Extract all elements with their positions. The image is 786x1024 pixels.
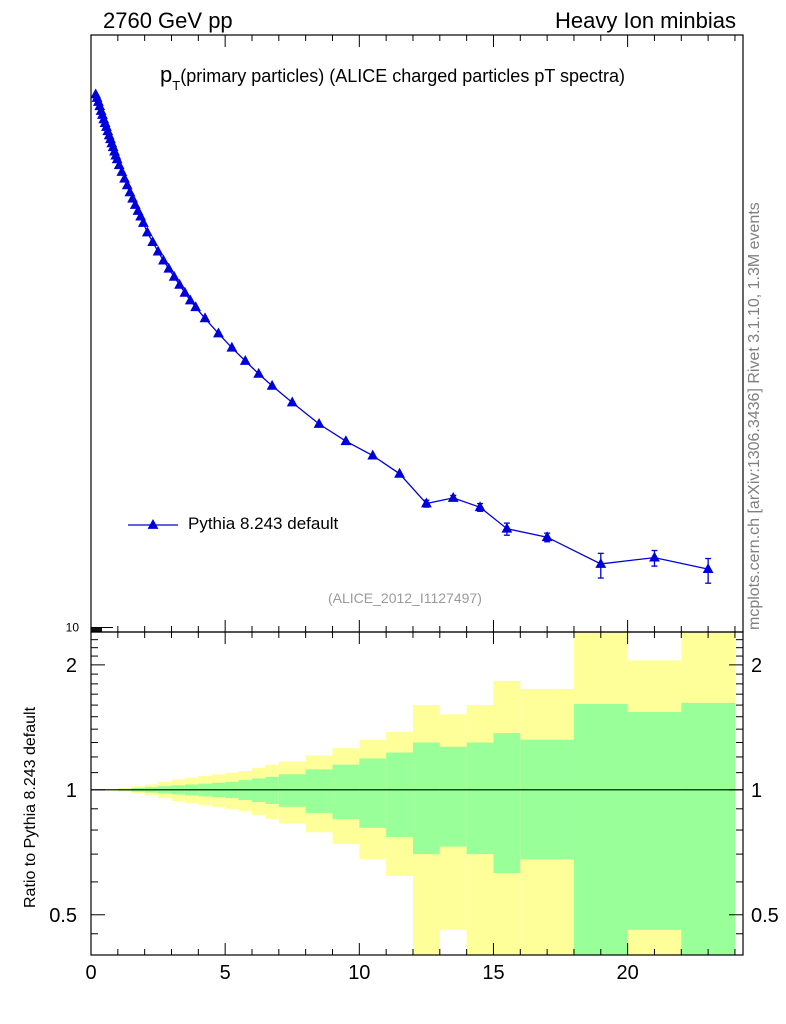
ratio-y-tick-label-left: 0.5 [49, 905, 77, 927]
data-point [174, 278, 185, 289]
band-inner-bin [573, 703, 628, 955]
header-energy: 2760 GeV pp [103, 8, 233, 33]
band-inner-bin [493, 733, 521, 874]
data-point [137, 216, 149, 227]
x-tick-label: 5 [220, 962, 231, 984]
data-point [147, 236, 159, 246]
data-point [702, 563, 714, 574]
data-point [501, 522, 513, 533]
data-point [163, 262, 175, 273]
band-inner-bin [466, 742, 494, 855]
x-tick-label: 15 [482, 962, 504, 984]
data-point [447, 491, 459, 502]
title-subscript: T [172, 78, 181, 93]
data-point [179, 286, 191, 297]
band-inner-bin [520, 739, 574, 860]
axes: 0 5 10 15 20 10 0.5 0.5 1 1 2 2 [49, 34, 779, 984]
main-frame [90, 34, 744, 633]
data-point [168, 270, 180, 281]
data-point [213, 327, 224, 338]
data-point [239, 354, 251, 365]
ratio-ylabel: Ratio to Pythia 8.243 default [22, 706, 39, 908]
band-inner-bin [278, 774, 306, 807]
data-point [253, 367, 265, 378]
side-label: mcplots.cern.ch [arXiv:1306.3436] Rivet … [746, 202, 763, 630]
ratio-y-tick-label-right: 1 [751, 780, 762, 802]
header-process: Heavy Ion minbias [555, 8, 736, 33]
ratio-y-tick-label-right: 0.5 [751, 905, 779, 927]
data-point [474, 501, 486, 512]
plot-title: pT(primary particles) (ALICE charged par… [160, 62, 626, 93]
ratio-y-tick-label-left: 2 [66, 655, 77, 677]
data-point [266, 379, 278, 390]
title-main: p [160, 62, 173, 87]
data-point [286, 396, 298, 407]
data-point [313, 417, 325, 428]
data-point [420, 497, 432, 508]
legend-marker [147, 519, 159, 529]
data-point [184, 294, 196, 305]
ratio-frame [90, 631, 744, 956]
data-point [367, 449, 379, 460]
data-point [649, 551, 660, 562]
band-inner-bin [332, 764, 360, 820]
data-point [595, 557, 607, 568]
band-inner-bin [439, 746, 467, 847]
data-point [226, 341, 238, 352]
mc-curve [90, 88, 714, 584]
band-inner-bin [627, 711, 682, 930]
data-point [541, 531, 553, 542]
mc-line [95, 94, 709, 570]
ratio-y-tick-label-right: 2 [751, 655, 762, 677]
ratio-bands [91, 632, 743, 955]
data-point [190, 301, 202, 312]
legend-label: Pythia 8.243 default [188, 514, 339, 533]
band-inner-bin [359, 758, 387, 828]
data-point [158, 254, 169, 265]
x-tick-label: 0 [85, 962, 96, 984]
legend [128, 519, 178, 529]
band-inner-bin [412, 742, 440, 855]
analysis-id: (ALICE_2012_I1127497) [328, 590, 482, 606]
data-point [340, 435, 352, 446]
data-point [152, 245, 164, 256]
x-tick-label: 20 [617, 962, 639, 984]
data-point [141, 226, 153, 237]
band-inner-bin [681, 702, 735, 955]
data-point [394, 467, 405, 478]
ratio-y-tick-label-left: 1 [66, 780, 77, 802]
y-tick-label: 10 [66, 620, 80, 634]
band-inner-bin [305, 769, 333, 813]
data-point [199, 312, 211, 323]
band-inner-bin [386, 752, 413, 837]
x-tick-label: 10 [348, 962, 370, 984]
title-rest: (primary particles) (ALICE charged parti… [180, 66, 626, 86]
